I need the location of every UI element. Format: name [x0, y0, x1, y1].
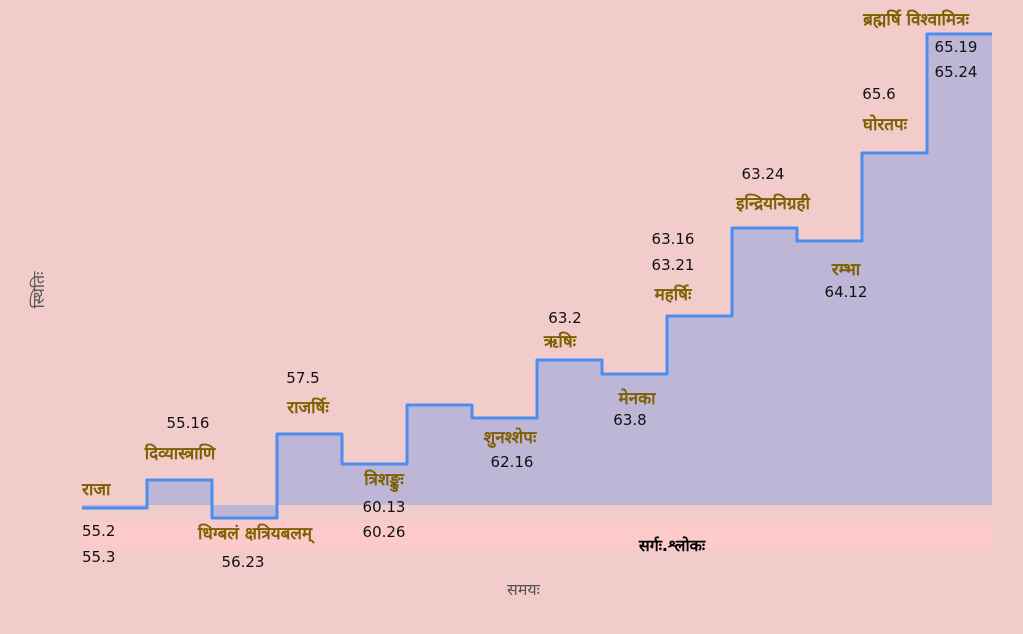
ref-label: 60.26: [362, 523, 406, 541]
step-label-rambha: रम्भा: [831, 260, 861, 280]
band-label: सर्गः.श्लोकः: [638, 536, 706, 555]
ref-label: 55.16: [166, 414, 210, 432]
ref-label: 63.24: [741, 165, 785, 183]
ref-label: 65.6: [862, 85, 896, 103]
ref-label: 56.23: [221, 553, 265, 571]
step-label-ghoratapa: घोरतपः: [862, 115, 908, 135]
step-label-shunahshepa: शुनश्शेपः: [483, 428, 537, 448]
step-label-trishanku: त्रिशङ्कुः: [364, 470, 404, 490]
reference-band: [82, 522, 992, 550]
step-label-rajarshi: राजर्षिः: [287, 398, 329, 418]
area-fill: [82, 34, 992, 518]
ref-label: 57.5: [286, 369, 320, 387]
step-label-menaka: मेनका: [618, 389, 656, 409]
step-label-raja: राजा: [82, 480, 111, 500]
step-label-dhigbalam: धिग्बलं क्षत्रियबलम्: [197, 524, 313, 544]
y-axis-title: स्थितिः: [29, 271, 48, 309]
step-label-divyastrani: दिव्यास्त्राणि: [144, 444, 216, 464]
step-line: [82, 32, 992, 520]
ref-label: 63.21: [651, 256, 695, 274]
x-axis-title: समयः: [507, 580, 540, 599]
ref-label: 64.12: [824, 283, 868, 301]
ref-label: 65.19: [934, 38, 978, 56]
ref-label: 63.2: [548, 309, 582, 327]
step-label-indriyanigrahi: इन्द्रियनिग्रही: [736, 194, 810, 214]
step-label-maharshi: महर्षिः: [654, 285, 692, 305]
ref-label: 55.2: [82, 522, 116, 540]
ref-label: 63.16: [651, 230, 695, 248]
ref-label: 63.8: [613, 411, 647, 429]
ref-label: 60.13: [362, 498, 406, 516]
step-label-rishi: ऋषिः: [543, 332, 577, 352]
ref-label: 62.16: [490, 453, 534, 471]
ref-label: 65.24: [934, 63, 978, 81]
step-label-brahmarshi: ब्रह्मर्षि विश्वामित्रः: [863, 10, 969, 30]
ref-label: 55.3: [82, 548, 116, 566]
